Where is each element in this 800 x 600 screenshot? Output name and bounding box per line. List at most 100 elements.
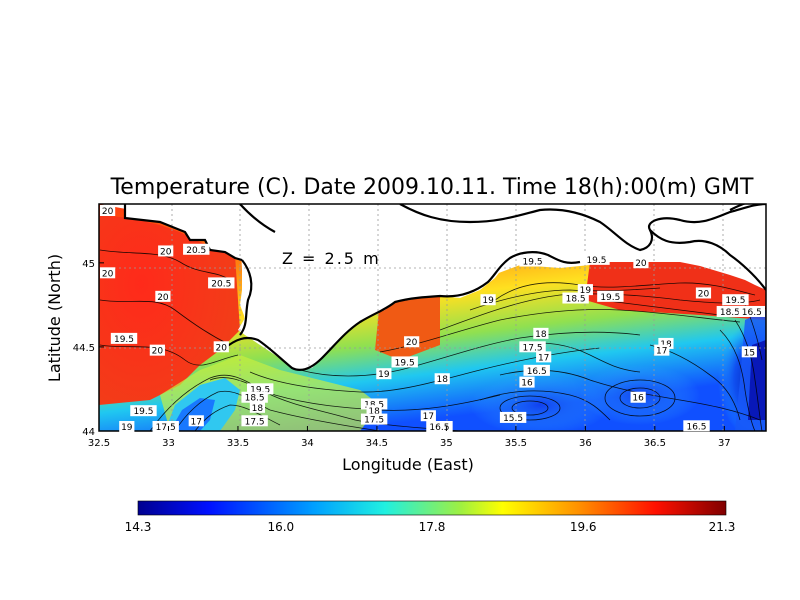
contour-label-bg bbox=[519, 341, 546, 353]
contour-label: 20 bbox=[695, 287, 712, 299]
contour-label: 16.5 bbox=[523, 364, 550, 377]
contour-label-text: 20.5 bbox=[211, 279, 231, 289]
contour-label-text: 20 bbox=[160, 247, 172, 257]
x-tick-label: 33 bbox=[162, 438, 175, 449]
contour-label-bg bbox=[654, 344, 670, 356]
contour-label-bg bbox=[741, 346, 757, 358]
contour-label: 17.5 bbox=[360, 413, 388, 426]
contour-label: 18 bbox=[533, 327, 549, 340]
contour-label-bg bbox=[376, 368, 392, 380]
contour-label-text: 15.5 bbox=[503, 414, 523, 424]
contour-label: 16.5 bbox=[426, 421, 453, 433]
contour-label: 18 bbox=[434, 373, 450, 385]
x-tick-label: 35.5 bbox=[505, 438, 527, 449]
x-tick-label: 34.5 bbox=[366, 438, 388, 449]
x-tick-label: 34 bbox=[301, 438, 314, 449]
contour-label-bg bbox=[183, 243, 210, 255]
contour-label-bg bbox=[434, 373, 450, 385]
contour-label-text: 19.5 bbox=[114, 335, 134, 345]
contour-label-text: 17.5 bbox=[364, 416, 384, 426]
contour-label-bg bbox=[519, 255, 546, 267]
contour-label: 19 bbox=[577, 284, 593, 296]
contour-label: 17 bbox=[536, 351, 552, 363]
contour-label: 17 bbox=[420, 410, 436, 422]
colorbar-tick-label: 14.3 bbox=[125, 520, 152, 534]
contour-label: 17 bbox=[188, 415, 204, 427]
contour-label-text: 16 bbox=[521, 379, 533, 389]
contour-label-text: 16.5 bbox=[429, 423, 449, 433]
contour-label: 20 bbox=[100, 267, 116, 279]
contour-label: 17.5 bbox=[152, 421, 179, 433]
x-tick-label: 32.5 bbox=[88, 438, 110, 449]
y-axis: 44 44.5 45 bbox=[73, 259, 104, 438]
contour-label-text: 20 bbox=[102, 269, 114, 279]
contour-label: 20 bbox=[404, 336, 420, 348]
contour-label-bg bbox=[738, 305, 765, 317]
contour-label-text: 19 bbox=[580, 286, 592, 296]
contour-label-text: 19.5 bbox=[586, 256, 606, 266]
contour-label-text: 17 bbox=[423, 412, 434, 422]
contour-label-text: 19.5 bbox=[725, 296, 745, 306]
colorbar-tick-label: 19.6 bbox=[570, 520, 597, 534]
contour-label-text: 20 bbox=[698, 289, 710, 299]
x-tick-label: 37 bbox=[718, 438, 731, 449]
contour-label-text: 20 bbox=[152, 347, 164, 357]
colorbar-tick-label: 21.3 bbox=[709, 520, 736, 534]
contour-label-text: 17.5 bbox=[523, 343, 543, 353]
contour-label-bg bbox=[188, 415, 204, 427]
contour-label-bg bbox=[695, 287, 712, 299]
x-axis-label: Longitude (East) bbox=[342, 455, 474, 474]
contour-label-bg bbox=[246, 383, 274, 395]
contour-label: 19.5 bbox=[246, 383, 274, 395]
colorbar bbox=[137, 500, 727, 516]
contour-label: 20 bbox=[158, 245, 174, 257]
contour-label: 20 bbox=[155, 290, 171, 303]
contour-label: 20 bbox=[633, 257, 649, 269]
contour-label-bg bbox=[213, 341, 229, 353]
y-tick-label: 45 bbox=[82, 259, 95, 270]
contour-label: 15 bbox=[741, 346, 757, 358]
contour-label: 16.5 bbox=[683, 420, 710, 432]
contour-label-text: 20 bbox=[635, 259, 647, 269]
contour-label: 19 bbox=[376, 368, 392, 380]
chart-title: Temperature (C). Date 2009.10.11. Time 1… bbox=[110, 175, 754, 200]
contour-label-bg bbox=[716, 305, 744, 317]
contour-label-bg bbox=[523, 364, 550, 376]
contour-label: 18.5 bbox=[562, 292, 589, 305]
x-tick-label: 35 bbox=[440, 438, 453, 449]
contour-label: 20.5 bbox=[208, 277, 235, 289]
contour-label-bg bbox=[155, 290, 171, 302]
x-axis: 32.5 33 33.5 34 34.5 35 35.5 36 36.5 37 bbox=[88, 426, 731, 449]
coastline bbox=[123, 204, 766, 371]
contour-label: 16 bbox=[519, 376, 535, 389]
contour-label: 16.5 bbox=[738, 305, 765, 318]
contour-label: 20.5 bbox=[183, 243, 210, 256]
contour-label-text: 19.5 bbox=[523, 258, 543, 268]
contour-label: 20 bbox=[213, 341, 229, 353]
contour-label-bg bbox=[658, 337, 674, 349]
contour-label-bg bbox=[536, 351, 552, 363]
contour-label-text: 19 bbox=[121, 423, 133, 433]
contour-label: 17 bbox=[654, 344, 670, 357]
y-axis-label: Latitude (North) bbox=[45, 254, 64, 382]
colorbar-ticks: 14.3 16.0 17.8 19.6 21.3 bbox=[125, 520, 736, 534]
contour-label-bg bbox=[110, 332, 138, 344]
depth-label: Z = 2.5 m bbox=[282, 249, 381, 268]
contour-label-text: 19.5 bbox=[250, 385, 270, 395]
contour-label-text: 20 bbox=[406, 338, 418, 348]
contour-label-bg bbox=[683, 420, 710, 432]
land-mask bbox=[125, 204, 766, 370]
contour-label-bg bbox=[130, 405, 157, 417]
contour-label-bg bbox=[149, 344, 165, 356]
contour-label-text: 18.5 bbox=[720, 308, 740, 318]
contour-label-bg bbox=[533, 327, 549, 339]
contour-label: 19.5 bbox=[722, 294, 749, 306]
contour-label-text: 20 bbox=[102, 207, 114, 217]
contour-label-bg bbox=[499, 411, 527, 423]
contour-label-bg bbox=[208, 277, 235, 289]
contour-label-bg bbox=[577, 284, 593, 296]
contour-label: 20 bbox=[149, 344, 165, 357]
contour-label: 19.5 bbox=[391, 356, 418, 368]
contour-label-text: 17 bbox=[538, 353, 549, 363]
x-tick-label: 33.5 bbox=[227, 438, 249, 449]
